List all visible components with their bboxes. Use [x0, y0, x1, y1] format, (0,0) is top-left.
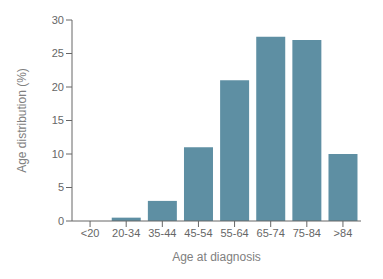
svg-text:5: 5: [58, 181, 64, 193]
svg-text:35-44: 35-44: [148, 227, 176, 239]
svg-text:20-34: 20-34: [112, 227, 140, 239]
svg-text:Age at diagnosis: Age at diagnosis: [172, 250, 261, 264]
svg-text:55-64: 55-64: [220, 227, 248, 239]
svg-text:45-54: 45-54: [184, 227, 212, 239]
svg-text:20: 20: [52, 81, 64, 93]
svg-text:15: 15: [52, 114, 64, 126]
svg-text:0: 0: [58, 215, 64, 227]
svg-text:75-84: 75-84: [293, 227, 321, 239]
svg-text:Age distribution (%): Age distribution (%): [15, 68, 29, 173]
svg-text:65-74: 65-74: [257, 227, 285, 239]
svg-text:<20: <20: [81, 227, 100, 239]
svg-text:30: 30: [52, 14, 64, 26]
svg-text:25: 25: [52, 47, 64, 59]
svg-text:10: 10: [52, 148, 64, 160]
svg-text:>84: >84: [334, 227, 353, 239]
